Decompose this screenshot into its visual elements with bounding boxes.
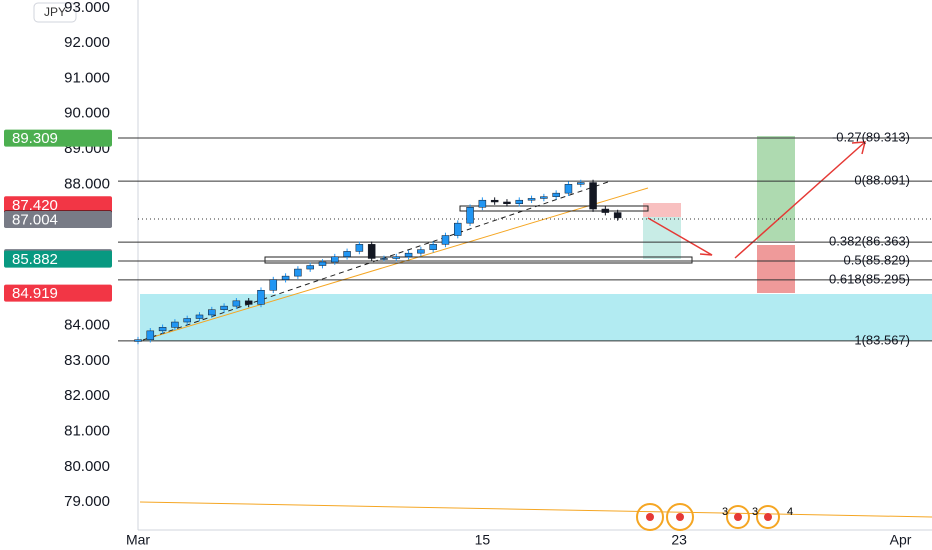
stop-box — [757, 245, 795, 293]
candle-body — [134, 339, 142, 342]
event-ring[interactable] — [666, 503, 694, 531]
candle-body — [367, 244, 376, 259]
candle-body — [257, 289, 265, 305]
zone-outline — [264, 256, 693, 264]
y-tick-label: 93.000 — [64, 0, 110, 16]
arrow — [734, 141, 866, 259]
event-count: 3 — [752, 506, 758, 518]
price-tag — [4, 210, 112, 228]
y-tick-label: 84.000 — [64, 317, 110, 334]
x-tick-label: Mar — [126, 532, 150, 548]
fib-label: 0(88.091) — [854, 173, 910, 188]
candle-body — [417, 249, 425, 254]
candle-body — [269, 279, 278, 291]
candle-body — [466, 207, 474, 224]
support-zone — [140, 294, 932, 341]
events: 3 3 4 — [636, 503, 793, 531]
candle-body — [454, 222, 462, 236]
event-dot — [676, 513, 684, 521]
candle-body — [158, 327, 167, 332]
y-tick-label: 79.000 — [64, 493, 110, 510]
candle-body — [552, 192, 560, 197]
y-tick-label: 82.000 — [64, 387, 110, 404]
price-tag-label: 89.309 — [12, 130, 58, 147]
arrow — [647, 217, 713, 256]
fib-label: 1(83.567) — [854, 332, 910, 347]
event-dot — [764, 513, 772, 521]
candle-body — [294, 268, 302, 277]
price-tag — [4, 196, 112, 214]
event-ring[interactable] — [726, 505, 750, 529]
price-tag — [4, 284, 112, 302]
currency-label: JPY — [44, 5, 66, 19]
event-dot — [734, 513, 742, 521]
y-tick-label: 91.000 — [64, 69, 110, 86]
y-tick-label: 90.000 — [64, 105, 110, 122]
x-tick-label: 15 — [475, 532, 491, 548]
candle-body — [220, 305, 228, 310]
candle-body — [540, 196, 548, 199]
candle-body — [195, 314, 204, 319]
candle-body — [281, 275, 290, 280]
candle-body — [503, 201, 511, 204]
price-tag-label: 87.420 — [12, 197, 58, 214]
candle-body — [429, 244, 437, 250]
fib-label: 0.618(85.295) — [829, 271, 910, 286]
price-tag — [4, 129, 112, 147]
x-tick-label: 23 — [671, 532, 687, 548]
event-dot — [646, 513, 654, 521]
candle-body — [306, 265, 314, 270]
currency-button[interactable] — [33, 2, 77, 23]
price-tag-label: 85.882 — [12, 251, 58, 268]
candle-body — [601, 208, 610, 213]
target-box — [757, 136, 795, 241]
candle-body — [331, 256, 339, 263]
event-ring[interactable] — [636, 503, 664, 531]
event-ring[interactable] — [756, 505, 780, 529]
candle-body — [232, 300, 241, 307]
y-tick-label: 81.000 — [64, 422, 110, 439]
candle-body — [515, 199, 524, 204]
candle-body — [318, 261, 327, 266]
y-tick-label: 83.000 — [64, 352, 110, 369]
trend-line — [142, 187, 649, 341]
event-count: 3 — [722, 506, 728, 518]
candle-body — [404, 252, 413, 257]
short-stop-box — [643, 203, 681, 217]
candle-body — [490, 199, 499, 203]
fib-label: -0.27(89.313) — [832, 129, 910, 144]
candle-body — [613, 212, 622, 219]
candle-body — [441, 235, 450, 245]
candle-body — [343, 251, 351, 257]
short-target-box — [643, 217, 681, 259]
candle-body — [171, 321, 179, 328]
y-tick-label: 80.000 — [64, 458, 110, 475]
candle-body — [380, 258, 388, 260]
zone-outline — [459, 205, 649, 212]
trend-line — [139, 501, 932, 518]
candle-body — [577, 182, 585, 185]
price-tag-label: 84.919 — [12, 285, 58, 302]
x-tick-label: Apr — [890, 532, 912, 548]
candle-body — [478, 199, 487, 208]
candle-body — [146, 330, 155, 340]
candle-body — [589, 182, 597, 210]
arrow-head — [851, 141, 866, 155]
price-tag — [4, 250, 112, 268]
candle-body — [564, 184, 573, 194]
candle-body — [183, 318, 191, 323]
candle-body — [392, 256, 401, 259]
candle-body — [208, 309, 216, 316]
fib-label: 0.5(85.829) — [844, 252, 911, 267]
y-tick-label: 88.000 — [64, 175, 110, 192]
y-tick-label: 92.000 — [64, 34, 110, 51]
event-count: 4 — [787, 506, 793, 518]
fib-label: 0.382(86.363) — [829, 234, 910, 249]
candle-body — [527, 198, 536, 201]
price-tag-label: 87.004 — [12, 211, 58, 228]
candle-body — [244, 300, 253, 305]
candle-body — [355, 244, 364, 252]
